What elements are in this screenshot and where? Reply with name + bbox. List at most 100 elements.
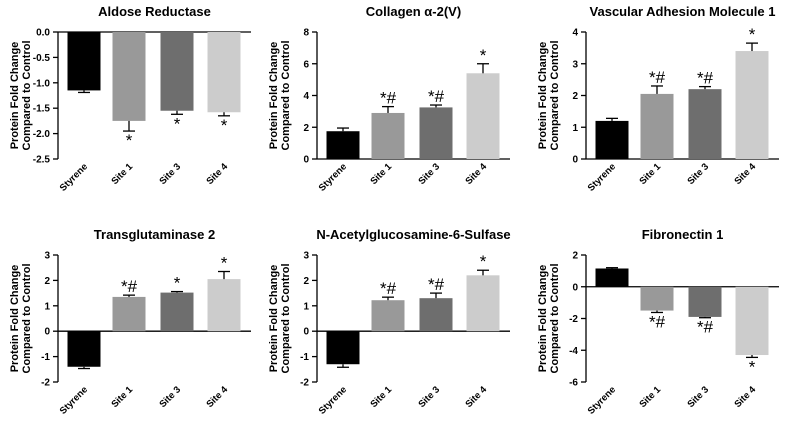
- chart-title: Vascular Adhesion Molecule 1: [590, 4, 776, 19]
- x-tick-label: Styrene: [317, 384, 349, 416]
- bar-site-1: [371, 300, 405, 332]
- x-tick-label: Site 4: [732, 384, 758, 410]
- chart-panel-3: Vascular Adhesion Molecule 1 Protein Fold…: [537, 4, 779, 194]
- chart-panel-4: Transglutaminase 2 Protein Fold ChangeCom…: [9, 227, 251, 417]
- x-tick-label: Site 3: [416, 161, 442, 187]
- chart-panel-2: Collagen α-2(V) Protein Fold ChangeCompar…: [268, 4, 510, 194]
- x-tick-label: Styrene: [58, 161, 90, 193]
- y-axis-label: Protein Fold ChangeCompared to Control: [9, 41, 33, 151]
- y-tick-label: -2.5: [33, 155, 51, 166]
- bar-site-4: [466, 275, 500, 332]
- chart-panel-6: Fibronectin 1 Protein Fold ChangeCompared…: [537, 227, 779, 417]
- y-tick-label: -2: [41, 378, 50, 389]
- significance-marker: *#: [697, 318, 714, 337]
- y-tick-label: 1: [44, 301, 50, 312]
- bar-site-3: [419, 298, 453, 332]
- y-tick-label: 0: [303, 327, 309, 338]
- y-tick-label: 8: [303, 28, 309, 39]
- bar-site-4: [466, 73, 500, 159]
- bar-site-4: [207, 32, 241, 113]
- x-tick-label: Site 3: [157, 384, 183, 410]
- y-tick-label: 2: [572, 91, 578, 102]
- y-tick-label: -1.0: [33, 78, 51, 89]
- y-axis-label-line-2: Compared to Control: [21, 41, 33, 151]
- y-tick-label: 2: [572, 251, 578, 262]
- significance-marker: *#: [121, 277, 138, 296]
- bar-styrene: [595, 268, 629, 287]
- chart-title: Transglutaminase 2: [94, 227, 215, 242]
- significance-marker: *#: [380, 89, 397, 108]
- y-axis-label-line-2: Compared to Control: [21, 264, 33, 374]
- y-tick-label: -2: [300, 378, 309, 389]
- significance-marker: *#: [428, 275, 445, 294]
- y-axis-label: Protein Fold ChangeCompared to Control: [9, 264, 33, 374]
- y-tick-label: -6: [569, 378, 578, 389]
- chart-title: Fibronectin 1: [642, 227, 724, 242]
- y-tick-label: -1: [41, 352, 50, 363]
- y-axis-label-line-2: Compared to Control: [549, 41, 561, 151]
- y-tick-label: 2: [303, 123, 309, 134]
- y-axis-label: Protein Fold ChangeCompared to Control: [537, 41, 561, 151]
- bar-site-3: [160, 292, 194, 332]
- x-tick-label: Site 4: [204, 161, 230, 187]
- bar-site-1: [112, 32, 146, 121]
- y-tick-label: 0.0: [36, 28, 50, 39]
- x-tick-label: Site 1: [109, 161, 135, 187]
- bar-site-3: [419, 107, 453, 159]
- significance-marker: *: [749, 25, 756, 44]
- y-axis-label: Protein Fold ChangeCompared to Control: [268, 264, 292, 374]
- y-axis-label-line-1: Protein Fold Change: [9, 265, 21, 373]
- y-axis-label-line-1: Protein Fold Change: [537, 265, 549, 373]
- bar-site-4: [735, 51, 769, 159]
- bar-site-1: [640, 93, 674, 159]
- y-tick-label: 1: [303, 301, 309, 312]
- y-tick-label: 4: [303, 91, 309, 102]
- bar-styrene: [595, 120, 629, 159]
- bar-styrene: [326, 331, 360, 365]
- x-tick-label: Site 1: [637, 161, 663, 187]
- significance-marker: *: [221, 254, 228, 273]
- y-tick-label: -4: [569, 346, 578, 357]
- y-tick-label: 3: [303, 251, 309, 262]
- significance-marker: *: [126, 131, 133, 150]
- bar-site-1: [112, 296, 146, 332]
- y-axis-label: Protein Fold ChangeCompared to Control: [537, 264, 561, 374]
- y-tick-label: 0: [572, 155, 578, 166]
- y-tick-label: -2.0: [33, 129, 51, 140]
- x-tick-label: Styrene: [58, 384, 90, 416]
- x-tick-label: Styrene: [586, 384, 618, 416]
- significance-marker: *: [480, 46, 487, 65]
- bar-site-3: [688, 89, 722, 159]
- y-axis-label: Protein Fold ChangeCompared to Control: [268, 41, 292, 151]
- chart-panel-1: Aldose Reductase Protein Fold ChangeCompa…: [9, 4, 251, 194]
- x-tick-label: Site 4: [463, 384, 489, 410]
- significance-marker: *#: [649, 68, 666, 87]
- significance-marker: *#: [649, 312, 666, 331]
- y-axis-label-line-1: Protein Fold Change: [268, 265, 280, 373]
- significance-marker: *: [749, 357, 756, 376]
- significance-marker: *#: [380, 279, 397, 298]
- x-tick-label: Site 3: [685, 384, 711, 410]
- significance-marker: *: [480, 252, 487, 271]
- x-tick-label: Site 3: [416, 384, 442, 410]
- chart-title: Aldose Reductase: [98, 4, 211, 19]
- bar-site-1: [640, 286, 674, 311]
- bar-site-1: [371, 112, 405, 159]
- significance-marker: *: [174, 114, 181, 133]
- x-tick-label: Site 4: [204, 384, 230, 410]
- bar-styrene: [67, 32, 101, 91]
- y-axis-label-line-2: Compared to Control: [280, 264, 292, 374]
- y-axis-label-line-1: Protein Fold Change: [9, 42, 21, 150]
- y-tick-label: 3: [572, 59, 578, 70]
- y-tick-label: -1: [300, 352, 309, 363]
- x-tick-label: Site 3: [685, 161, 711, 187]
- y-tick-label: 2: [44, 276, 50, 287]
- x-tick-label: Site 1: [368, 384, 394, 410]
- y-tick-label: 4: [572, 28, 578, 39]
- x-tick-label: Site 1: [368, 161, 394, 187]
- significance-marker: *: [221, 116, 228, 135]
- x-tick-label: Styrene: [317, 161, 349, 193]
- x-tick-label: Site 1: [109, 384, 135, 410]
- y-tick-label: 0: [303, 155, 309, 166]
